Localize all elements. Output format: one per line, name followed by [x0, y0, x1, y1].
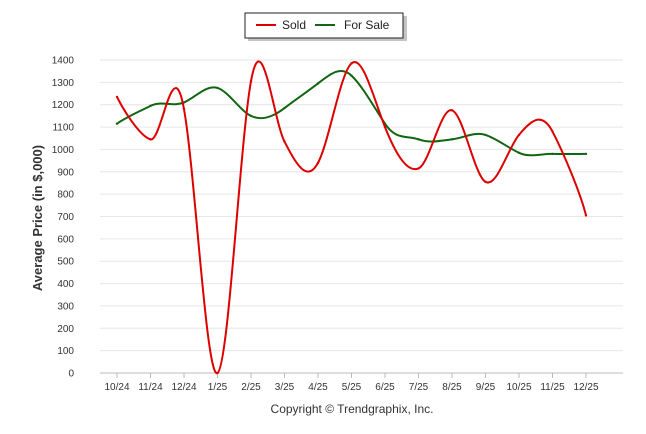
series-line-sold-point — [383, 125, 387, 129]
series-line-for-sale-point — [584, 152, 588, 156]
series-line-for-sale-point — [249, 114, 253, 118]
series-line-sold-point — [216, 371, 219, 375]
series-lines — [115, 60, 588, 375]
y-axis-ticks: 0 100 200 300 400 500 600 700 800 900 1000 1100 1200… — [52, 56, 75, 380]
x-tick-label: 10/24 — [104, 382, 129, 393]
y-tick-label: 800 — [57, 190, 74, 201]
x-tick-label: 8/25 — [442, 382, 462, 393]
y-tick-label: 500 — [57, 257, 74, 268]
series-line-for-sale-point — [216, 86, 219, 90]
series-line-sold-point — [149, 138, 152, 141]
y-tick-label: 1300 — [52, 78, 75, 89]
series-line-for-sale-point — [115, 122, 119, 125]
grid-lines — [100, 59, 623, 374]
series-line-sold-point — [316, 161, 320, 165]
copyright-credit: Copyright © Trendgraphix, Inc. — [271, 402, 434, 416]
series-line-for-sale-point — [517, 151, 521, 154]
series-line-sold-point — [584, 214, 588, 217]
y-tick-label: 1100 — [52, 123, 74, 134]
y-axis-label: Average Price (in $,000) — [30, 145, 45, 291]
y-tick-label: 700 — [57, 212, 74, 223]
legend: Sold For Sale — [244, 12, 407, 41]
y-tick-label: 600 — [57, 234, 74, 245]
x-tick-label: 10/25 — [506, 382, 531, 393]
series-line-for-sale-point — [350, 74, 353, 77]
x-tick-label: 12/25 — [573, 382, 598, 393]
legend-label-for-sale: For Sale — [344, 18, 390, 32]
x-tick-label: 4/25 — [308, 382, 328, 393]
legend-label-sold: Sold — [282, 18, 306, 32]
series-line-sold-point — [450, 109, 454, 112]
y-tick-label: 300 — [57, 301, 74, 312]
x-tick-label: 12/24 — [171, 382, 196, 393]
y-tick-label: 400 — [57, 279, 74, 290]
series-line-sold — [116, 60, 587, 375]
x-tick-label: 2/25 — [241, 382, 261, 393]
x-tick-label: 11/24 — [138, 382, 163, 393]
y-tick-label: 1400 — [52, 56, 75, 67]
y-tick-label: 0 — [68, 369, 74, 380]
x-axis-ticks: 10/24 11/24 12/24 1/25 2/25 3/25 4/25 5/25 6/25 7… — [104, 373, 599, 393]
series-line-sold-point — [182, 107, 186, 111]
series-line-for-sale-point — [417, 138, 420, 141]
series-line-for-sale-point — [484, 133, 487, 137]
series-line-sold-point — [517, 133, 521, 137]
series-line-sold-point — [350, 62, 353, 65]
series-line-sold-point — [249, 80, 253, 83]
series-line-for-sale-point — [551, 152, 554, 156]
series-line-for-sale-point — [450, 138, 454, 141]
x-tick-label: 1/25 — [208, 382, 228, 393]
series-line-for-sale — [116, 70, 587, 157]
series-line-for-sale-point — [283, 106, 286, 110]
x-tick-label: 11/25 — [540, 382, 565, 393]
y-tick-label: 100 — [57, 346, 74, 357]
series-line-sold-point — [417, 167, 420, 170]
x-tick-label: 9/25 — [476, 382, 496, 393]
x-tick-label: 6/25 — [375, 382, 395, 393]
series-line-for-sale-point — [149, 104, 152, 108]
series-line-sold-point — [283, 140, 286, 143]
x-tick-label: 5/25 — [342, 382, 362, 393]
series-line-sold-point — [551, 130, 554, 133]
y-tick-label: 200 — [57, 324, 74, 335]
x-tick-label: 7/25 — [409, 382, 429, 393]
x-tick-label: 3/25 — [275, 382, 295, 393]
y-tick-label: 900 — [57, 167, 74, 178]
series-line-sold-point — [115, 95, 119, 99]
series-line-sold-point — [484, 180, 487, 184]
y-tick-label: 1000 — [52, 145, 75, 156]
series-line-for-sale-point — [316, 82, 320, 85]
y-tick-label: 1200 — [52, 100, 75, 111]
